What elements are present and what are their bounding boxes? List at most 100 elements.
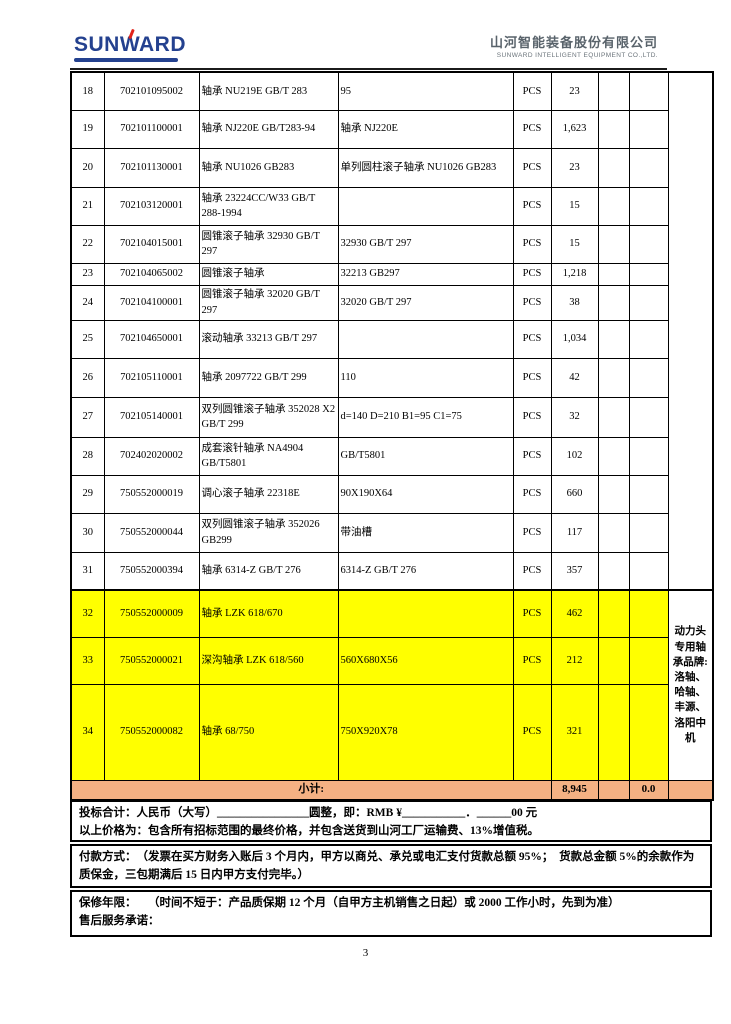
cell-name: 双列圆锥滚子轴承 352028 X2 GB/T 299 [198,396,339,438]
cell-name: 轴承 NU219E GB/T 283 [198,71,339,111]
cell-spec: 90X190X64 [337,474,514,514]
sunward-logo-text: SUNWARD [74,33,186,56]
cell-blank2 [628,262,669,286]
cell-code: 702105110001 [103,357,200,398]
cell-blank1 [597,474,630,514]
cell-blank2 [628,474,669,514]
table-row: 22 702104015001 圆锥滚子轴承 32930 GB/T 297 32… [70,224,713,264]
cell-no: 18 [70,71,105,111]
warranty-box: 保修年限： （时间不短于：产品质保期 12 个月（自甲方主机销售之日起）或 20… [70,890,712,937]
cell-name: 轴承 2097722 GB/T 299 [198,357,339,398]
cell-no: 21 [70,186,105,226]
cell-no: 19 [70,109,105,149]
cell-qty: 117 [550,512,599,553]
cell-name: 轴承 23224CC/W33 GB/T 288-1994 [198,186,339,226]
cell-name: 轴承 NU1026 GB283 [198,147,339,188]
payment-terms-box: 付款方式： （发票在买方财务入账后 3 个月内，甲方以商兑、承兑或电汇支付货款总… [70,844,712,888]
company-name-en: SUNWARD INTELLIGENT EQUIPMENT CO.,LTD. [496,52,658,59]
bid-total-line: 投标合计：人民币（大写）________________圆整，即：RMB ¥__… [79,807,538,819]
cell-qty: 462 [550,589,599,638]
cell-code: 702105140001 [103,396,200,438]
cell-qty: 1,218 [550,262,599,286]
table-row: 18 702101095002 轴承 NU219E GB/T 283 95 PC… [70,71,714,591]
table-row: 25 702104650001 滚动轴承 33213 GB/T 297 PCS … [70,319,713,359]
cell-qty: 1,034 [550,319,599,359]
cell-spec: 95 [337,71,514,111]
cell-note-empty [667,71,714,591]
table-row: 30 750552000044 双列圆锥滚子轴承 352026 GB299 带油… [70,512,713,553]
company-header: 山河智能装备股份有限公司 SUNWARD INTELLIGENT EQUIPME… [490,34,658,60]
cell-spec: 32930 GB/T 297 [337,224,514,264]
bid-total-box: 投标合计：人民币（大写）________________圆整，即：RMB ¥__… [70,800,712,842]
cell-qty: 1,623 [550,109,599,149]
cell-no: 33 [70,636,105,685]
cell-name: 调心滚子轴承 22318E [198,474,339,514]
cell-blank1 [597,512,630,553]
cell-unit: PCS [512,396,552,438]
cell-blank2 [628,224,669,264]
cell-no: 20 [70,147,105,188]
cell-name: 成套滚针轴承 NA4904 GB/T5801 [198,436,339,476]
cell-spec: 单列圆柱滚子轴承 NU1026 GB283 [337,147,514,188]
cell-qty: 38 [550,284,599,321]
cell-qty: 212 [550,636,599,685]
cell-name: 圆锥滚子轴承 [198,262,339,286]
cell-code: 702103120001 [103,186,200,226]
cell-blank2 [628,436,669,476]
cell-spec: 750X920X78 [337,683,514,781]
table-row: 29 750552000019 调心滚子轴承 22318E 90X190X64 … [70,474,713,514]
cell-unit: PCS [512,474,552,514]
cell-unit: PCS [512,262,552,286]
cell-code: 702104650001 [103,319,200,359]
subtotal-qty: 8,945 [550,779,599,801]
cell-no: 26 [70,357,105,398]
subtotal-row: 小计: 8,945 0.0 [70,779,714,801]
cell-qty: 15 [550,186,599,226]
cell-blank2 [628,71,669,111]
cell-unit: PCS [512,224,552,264]
cell-qty: 15 [550,224,599,264]
cell-no: 34 [70,683,105,781]
cell-qty: 23 [550,147,599,188]
cell-blank2 [628,683,669,781]
cell-no: 25 [70,319,105,359]
cell-blank1 [597,551,630,591]
cell-unit: PCS [512,636,552,685]
cell-unit: PCS [512,319,552,359]
cell-name: 轴承 68/750 [198,683,339,781]
cell-blank1 [597,147,630,188]
table-row: 19 702101100001 轴承 NJ220E GB/T283-94 轴承 … [70,109,713,149]
cell-blank1 [597,284,630,321]
cell-qty: 357 [550,551,599,591]
cell-spec: 轴承 NJ220E [337,109,514,149]
cell-no: 28 [70,436,105,476]
subtotal-note-blank [667,779,714,801]
cell-name: 轴承 LZK 618/670 [198,589,339,638]
cell-blank1 [597,262,630,286]
cell-qty: 660 [550,474,599,514]
company-name-cn: 山河智能装备股份有限公司 [489,35,658,50]
cell-blank1 [597,683,630,781]
cell-blank1 [597,71,630,111]
cell-blank2 [628,636,669,685]
cell-unit: PCS [512,109,552,149]
cell-code: 750552000009 [103,589,200,638]
table-row-highlighted: 34 750552000082 轴承 68/750 750X920X78 PCS… [70,683,713,781]
table-row: 31 750552000394 轴承 6314-Z GB/T 276 6314-… [70,551,713,591]
cell-no: 27 [70,396,105,438]
cell-code: 702101100001 [103,109,200,149]
cell-code: 702104065002 [103,262,200,286]
cell-no: 24 [70,284,105,321]
cell-code: 702104100001 [103,284,200,321]
cell-blank2 [628,512,669,553]
cell-blank1 [597,589,630,638]
subtotal-value2: 0.0 [628,779,669,801]
cell-unit: PCS [512,436,552,476]
cell-blank2 [628,147,669,188]
sunward-logo: SUNWARD [74,28,186,62]
cell-spec: 32020 GB/T 297 [337,284,514,321]
cell-spec [337,589,514,638]
cell-blank1 [597,224,630,264]
cell-code: 702101130001 [103,147,200,188]
cell-unit: PCS [512,683,552,781]
